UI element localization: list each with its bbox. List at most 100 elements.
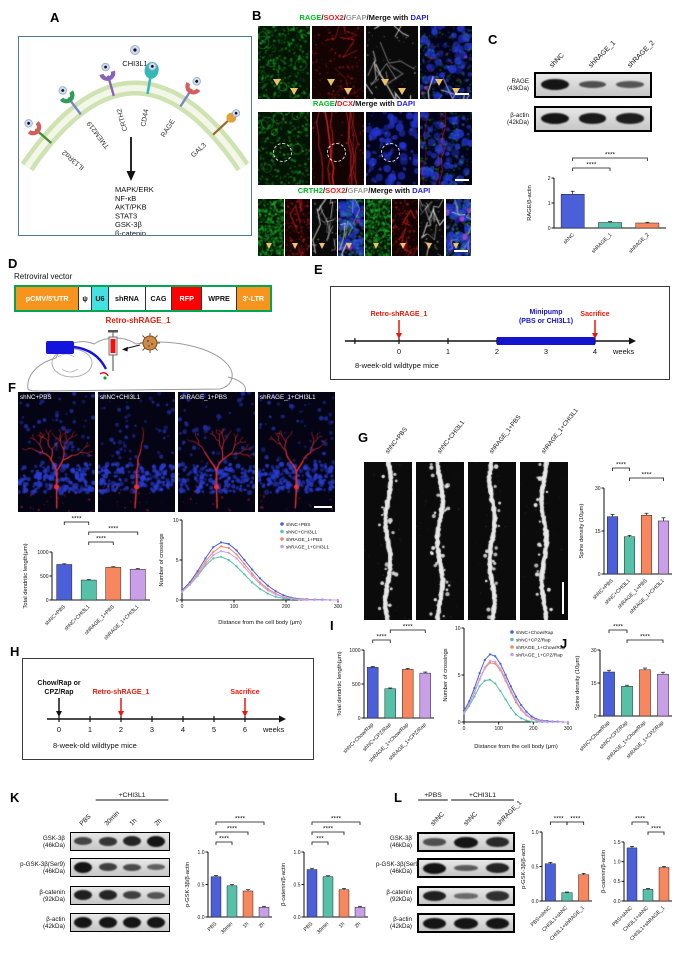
- svg-text:3: 3: [150, 725, 154, 734]
- svg-text:1.0: 1.0: [198, 850, 205, 856]
- retroviral-vector-map: pCMV/5'UTR ψ U6 shRNA CAG RFP WPRE 3'-LTR: [14, 285, 272, 312]
- blot-band: [122, 863, 142, 872]
- blot-band: [147, 864, 166, 871]
- header-part: /: [321, 13, 324, 22]
- arrowhead-icon: [344, 88, 353, 96]
- blot-band: [485, 917, 509, 929]
- blot-band: [454, 893, 478, 899]
- header-part: GFAP: [347, 186, 369, 195]
- svg-text:Total dendritic length(μm): Total dendritic length(μm): [23, 543, 29, 608]
- svg-text:shNC+Chow/Rap: shNC+Chow/Rap: [342, 722, 375, 755]
- blot-band: [578, 113, 607, 124]
- blot-band-box: [417, 913, 515, 933]
- image-label: shRAGE_1+PBS: [180, 394, 227, 401]
- blot-row-label: GSK-3β (46kDa): [42, 834, 65, 849]
- svg-text:0.0: 0.0: [532, 899, 539, 905]
- panel-label-a: A: [50, 10, 60, 25]
- arrowhead-icon: [290, 88, 299, 96]
- arrowhead-icon: [372, 243, 379, 250]
- svg-text:+CHI3L1: +CHI3L1: [118, 792, 145, 799]
- svg-text:shRAGE_2: shRAGE_2: [628, 232, 651, 255]
- svg-text:0: 0: [181, 604, 184, 610]
- blot-band: [454, 864, 478, 872]
- blot-band-box: [70, 832, 170, 851]
- svg-text:shNC: shNC: [462, 811, 479, 828]
- receptor-cd44: CD44: [140, 61, 159, 127]
- blot-row-label: GSK-3β (46kDa): [389, 835, 412, 850]
- blot-band: [98, 890, 117, 901]
- svg-text:10: 10: [455, 626, 461, 632]
- svg-text:100: 100: [494, 726, 503, 732]
- svg-text:0: 0: [458, 720, 461, 726]
- header-part: DAPI: [412, 186, 431, 195]
- panelG-bar-chart: 0 15 30 Spine density (10μm) shNC+PBS shNC+CH…: [576, 460, 676, 640]
- pathway-item: NF-κB: [115, 194, 136, 203]
- svg-text:500: 500: [352, 682, 361, 688]
- svg-text:0.5: 0.5: [294, 882, 301, 888]
- panelB-row1-image: [366, 26, 418, 99]
- svg-text:200: 200: [529, 726, 538, 732]
- panelF-image: [98, 392, 175, 512]
- header-part: SOX2: [325, 186, 346, 195]
- svg-text:****: ****: [651, 826, 662, 833]
- vector-segment: pCMV/5'UTR: [16, 287, 80, 310]
- vector-segment: RFP: [172, 287, 203, 310]
- panel-label-d: D: [8, 256, 18, 271]
- arrowhead-icon: [426, 243, 433, 250]
- svg-text:Sacrifice: Sacrifice: [230, 689, 259, 696]
- panelI-sholl-chart: 0 100 200 300 0 5 10 Distance from the cell bod…: [440, 622, 572, 750]
- svg-text:Sacrifice: Sacrifice: [580, 311, 609, 318]
- svg-text:****: ****: [554, 816, 565, 823]
- vector-segment: CAG: [145, 287, 172, 310]
- panelL-bcatenin-chart: 0.0 0.5 1.0 1.5 β-catenin/β-actin PBS+shNC CHI…: [598, 814, 676, 951]
- scale-bar: [314, 506, 332, 508]
- header-part: /Merge with: [366, 13, 411, 22]
- svg-text:PBS: PBS: [207, 921, 219, 933]
- svg-text:2: 2: [548, 176, 551, 182]
- blot-band-box: [417, 886, 515, 906]
- dashed-circle: [326, 142, 346, 162]
- svg-text:shRAGE_2: shRAGE_2: [626, 40, 656, 70]
- panel-label-c: C: [488, 32, 498, 47]
- arrowhead-icon: [265, 243, 272, 250]
- svg-text:2h: 2h: [153, 817, 163, 827]
- blot-band: [147, 916, 166, 928]
- panelA-diagram-box: CHI3L1 IL13Rα2 TMEM219 CRTH2: [18, 36, 252, 238]
- panel-label-j: J: [560, 636, 568, 651]
- svg-text:4: 4: [181, 725, 185, 734]
- image-label: shNC+PBS: [20, 394, 52, 401]
- svg-text:shRAGE_1+Chow/Rap: shRAGE_1+Chow/Rap: [516, 645, 566, 651]
- svg-text:****: ****: [323, 826, 334, 833]
- scale-bar: [455, 93, 469, 95]
- svg-text:shRAGE_1+PBS: shRAGE_1+PBS: [286, 537, 322, 543]
- vector-segment: 3'-LTR: [236, 287, 270, 310]
- panelG-image: [364, 462, 412, 620]
- svg-text:Number of crossings: Number of crossings: [443, 648, 449, 701]
- vector-segment: U6: [91, 287, 110, 310]
- arrowhead-icon: [453, 243, 460, 250]
- svg-text:0.0: 0.0: [614, 899, 621, 905]
- svg-text:****: ****: [96, 536, 107, 543]
- arrowhead-icon: [380, 78, 389, 86]
- blot-band-box: [70, 913, 170, 932]
- svg-text:weeks: weeks: [612, 347, 635, 356]
- svg-text:β-catenin/β-actin: β-catenin/β-actin: [281, 863, 287, 906]
- panelE-caption: 8-week-old wildtype mice: [355, 361, 439, 370]
- svg-text:1.0: 1.0: [294, 850, 301, 856]
- svg-text:Chow/Rap or: Chow/Rap or: [37, 680, 80, 687]
- panelG-image: [520, 462, 568, 620]
- arrowhead-icon: [452, 88, 461, 96]
- svg-text:shNC: shNC: [429, 811, 446, 828]
- header-part: /Merge with: [353, 99, 397, 108]
- svg-text:CD44: CD44: [140, 108, 150, 127]
- virus-icon: [140, 333, 160, 353]
- svg-text:1h: 1h: [128, 817, 138, 827]
- image-label: shRAGE_1+CHI3L1: [260, 394, 316, 401]
- svg-text:100: 100: [230, 604, 239, 610]
- svg-text:β-catenin/β-actin: β-catenin/β-actin: [601, 850, 607, 893]
- svg-text:Total dendritic length(μm): Total dendritic length(μm): [337, 651, 343, 716]
- blot-row-label: p-GSK-3β(Ser9) (46kDa): [376, 861, 421, 876]
- blot-band: [540, 79, 569, 90]
- cannula-tube: [73, 345, 108, 370]
